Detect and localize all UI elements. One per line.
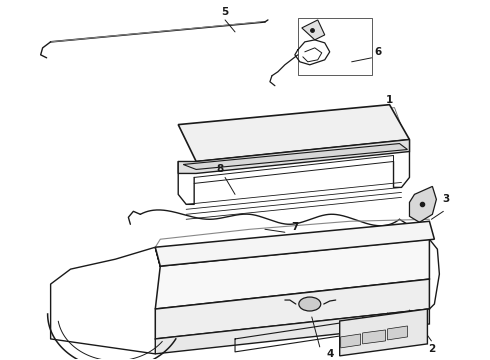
Polygon shape xyxy=(155,239,429,309)
Polygon shape xyxy=(178,105,410,162)
Polygon shape xyxy=(155,279,429,339)
Polygon shape xyxy=(363,330,386,344)
Text: 8: 8 xyxy=(217,165,224,175)
Text: 3: 3 xyxy=(443,194,450,204)
Ellipse shape xyxy=(299,297,321,311)
Polygon shape xyxy=(340,309,427,356)
Polygon shape xyxy=(298,18,371,75)
Polygon shape xyxy=(178,140,410,174)
Polygon shape xyxy=(183,144,408,170)
Text: 5: 5 xyxy=(221,7,229,17)
Text: 1: 1 xyxy=(386,95,393,105)
Polygon shape xyxy=(410,186,437,222)
Polygon shape xyxy=(302,20,325,40)
Text: 4: 4 xyxy=(326,349,333,359)
Text: 6: 6 xyxy=(374,47,381,57)
Polygon shape xyxy=(155,309,429,354)
Text: 7: 7 xyxy=(291,222,298,232)
Polygon shape xyxy=(155,221,435,266)
Polygon shape xyxy=(388,326,408,340)
Polygon shape xyxy=(341,334,361,348)
Text: 2: 2 xyxy=(428,344,435,354)
